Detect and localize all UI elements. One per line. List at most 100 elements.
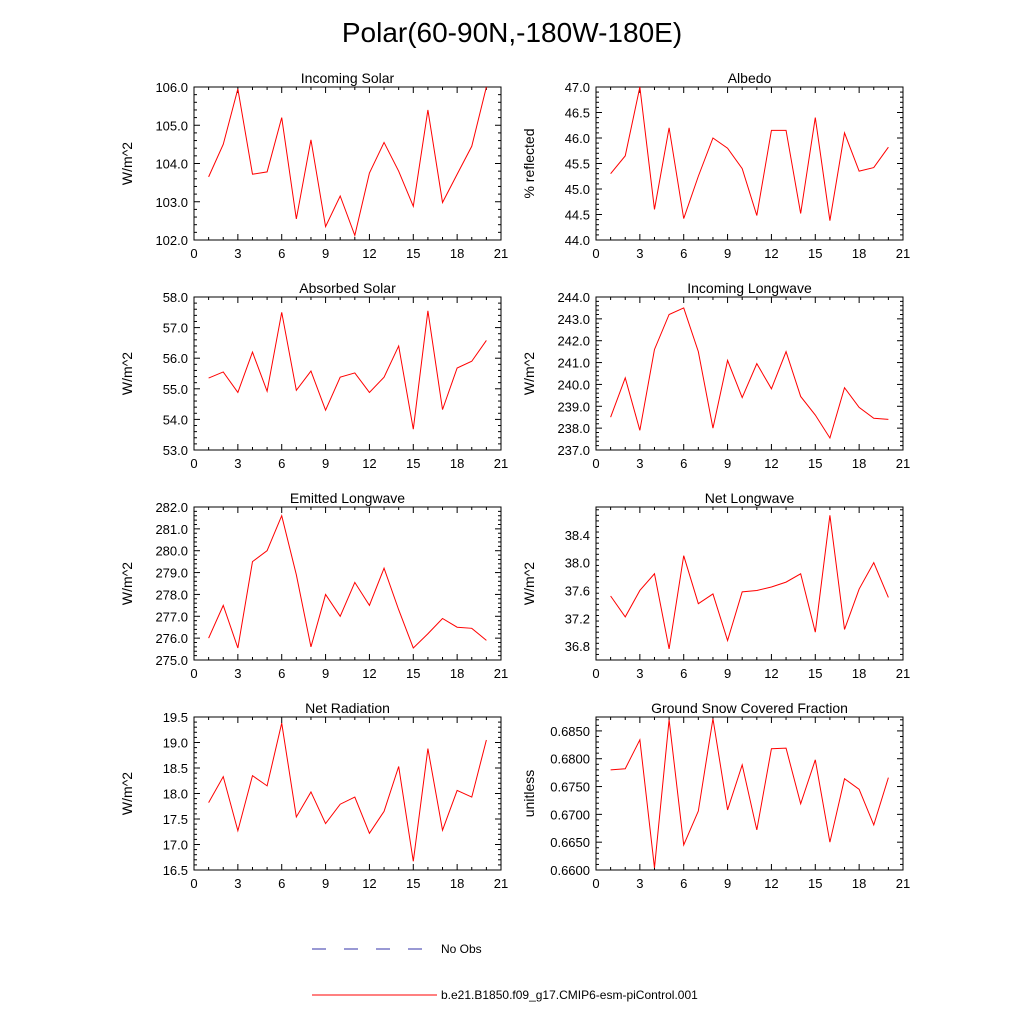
x-tick-label: 3 xyxy=(234,876,241,891)
x-tick-label: 3 xyxy=(636,666,643,681)
x-tick-label: 15 xyxy=(808,876,822,891)
x-tick-label: 12 xyxy=(764,246,778,261)
x-tick-label: 18 xyxy=(852,666,866,681)
x-tick-label: 18 xyxy=(450,666,464,681)
panel-title: Albedo xyxy=(728,70,772,86)
y-tick-label: 37.2 xyxy=(565,611,590,626)
x-tick-label: 3 xyxy=(234,456,241,471)
x-tick-label: 0 xyxy=(592,666,599,681)
y-tick-label: 0.6700 xyxy=(550,807,590,822)
panel-title: Net Radiation xyxy=(305,700,390,716)
y-axis-label: % reflected xyxy=(521,128,537,198)
y-tick-label: 19.0 xyxy=(163,736,188,751)
x-tick-label: 12 xyxy=(764,876,778,891)
panel-6: Net Longwave 0 3 6 9 12 15 18 21 36.8 37.2 37.6 38.0… xyxy=(521,490,910,681)
x-tick-label: 15 xyxy=(808,666,822,681)
x-tick-label: 6 xyxy=(278,666,285,681)
x-tick-label: 12 xyxy=(362,666,376,681)
y-tick-label: 16.5 xyxy=(163,863,188,878)
series-line xyxy=(610,86,889,221)
y-tick-label: 240.0 xyxy=(557,377,590,392)
panel-1: Incoming Solar 0 3 6 9 12 15 18 21 102.0 103.0 104.… xyxy=(119,70,508,261)
y-tick-label: 46.5 xyxy=(565,106,590,121)
y-tick-label: 277.0 xyxy=(155,609,188,624)
y-axis-label: W/m^2 xyxy=(521,352,537,395)
y-tick-label: 44.5 xyxy=(565,208,590,223)
x-tick-label: 3 xyxy=(636,246,643,261)
y-tick-label: 243.0 xyxy=(557,312,590,327)
panel-4: Incoming Longwave 0 3 6 9 12 15 18 21 237.0 238.0 2… xyxy=(521,280,910,471)
x-tick-label: 6 xyxy=(278,246,285,261)
plot-frame xyxy=(193,296,502,451)
legend-no-obs-label: No Obs xyxy=(441,942,482,956)
x-tick-label: 6 xyxy=(278,456,285,471)
y-tick-label: 57.0 xyxy=(163,321,188,336)
y-tick-label: 44.0 xyxy=(565,233,590,248)
y-tick-label: 0.6750 xyxy=(550,780,590,795)
x-tick-label: 18 xyxy=(450,876,464,891)
y-tick-label: 58.0 xyxy=(163,290,188,305)
y-tick-label: 278.0 xyxy=(155,587,188,602)
y-tick-label: 45.0 xyxy=(565,182,590,197)
x-tick-label: 6 xyxy=(680,456,687,471)
x-tick-label: 6 xyxy=(680,666,687,681)
y-tick-label: 280.0 xyxy=(155,544,188,559)
y-tick-label: 106.0 xyxy=(155,80,188,95)
y-tick-label: 276.0 xyxy=(155,631,188,646)
y-tick-label: 45.5 xyxy=(565,157,590,172)
x-tick-label: 15 xyxy=(406,246,420,261)
figure-title: Polar(60-90N,-180W-180E) xyxy=(342,17,682,48)
y-tick-label: 18.0 xyxy=(163,787,188,802)
panel-3: Absorbed Solar 0 3 6 9 12 15 18 21 53.0 54.0 55.0 56… xyxy=(119,280,508,471)
x-tick-label: 9 xyxy=(724,246,731,261)
y-tick-label: 279.0 xyxy=(155,566,188,581)
series-line xyxy=(208,723,487,862)
legend: No Obs b.e21.B1850.f09_g17.CMIP6-esm-piC… xyxy=(312,942,698,1002)
y-tick-label: 53.0 xyxy=(163,443,188,458)
x-tick-label: 15 xyxy=(808,246,822,261)
y-tick-label: 244.0 xyxy=(557,290,590,305)
panel-2: Albedo 0 3 6 9 12 15 18 21 44.0 44.5 45.0 45.5 46.0 46… xyxy=(521,70,910,261)
y-tick-label: 103.0 xyxy=(155,195,188,210)
x-tick-label: 15 xyxy=(406,876,420,891)
x-tick-label: 9 xyxy=(724,666,731,681)
x-tick-label: 12 xyxy=(362,246,376,261)
series-line xyxy=(610,718,889,868)
y-tick-label: 102.0 xyxy=(155,233,188,248)
x-tick-label: 0 xyxy=(190,666,197,681)
plot-frame xyxy=(193,506,502,661)
x-tick-label: 0 xyxy=(592,456,599,471)
panel-5: Emitted Longwave 0 3 6 9 12 15 18 21 275.0 276.0 27… xyxy=(119,490,508,681)
y-tick-label: 0.6600 xyxy=(550,863,590,878)
legend-model-label: b.e21.B1850.f09_g17.CMIP6-esm-piControl.… xyxy=(441,988,698,1002)
panels: Incoming Solar 0 3 6 9 12 15 18 21 102.0 103.0 104.… xyxy=(119,70,910,891)
x-tick-label: 18 xyxy=(852,456,866,471)
y-axis-label: unitless xyxy=(521,770,537,817)
x-tick-label: 18 xyxy=(450,246,464,261)
panel-title: Net Longwave xyxy=(705,490,795,506)
x-tick-label: 6 xyxy=(278,876,285,891)
x-tick-label: 21 xyxy=(494,666,508,681)
x-tick-label: 0 xyxy=(592,246,599,261)
y-tick-label: 105.0 xyxy=(155,118,188,133)
x-tick-label: 9 xyxy=(322,456,329,471)
y-tick-label: 55.0 xyxy=(163,382,188,397)
x-tick-label: 9 xyxy=(322,876,329,891)
series-line xyxy=(208,310,487,430)
y-tick-label: 281.0 xyxy=(155,522,188,537)
x-tick-label: 18 xyxy=(450,456,464,471)
x-tick-label: 21 xyxy=(494,456,508,471)
y-axis-label: W/m^2 xyxy=(119,562,135,605)
y-tick-label: 238.0 xyxy=(557,421,590,436)
y-tick-label: 36.8 xyxy=(565,639,590,654)
x-tick-label: 15 xyxy=(808,456,822,471)
x-tick-label: 12 xyxy=(764,456,778,471)
x-tick-label: 21 xyxy=(896,876,910,891)
panel-title: Ground Snow Covered Fraction xyxy=(651,700,848,716)
x-tick-label: 3 xyxy=(234,666,241,681)
x-tick-label: 3 xyxy=(636,456,643,471)
y-tick-label: 237.0 xyxy=(557,443,590,458)
y-axis-label: W/m^2 xyxy=(521,562,537,605)
x-tick-label: 3 xyxy=(636,876,643,891)
y-tick-label: 242.0 xyxy=(557,334,590,349)
